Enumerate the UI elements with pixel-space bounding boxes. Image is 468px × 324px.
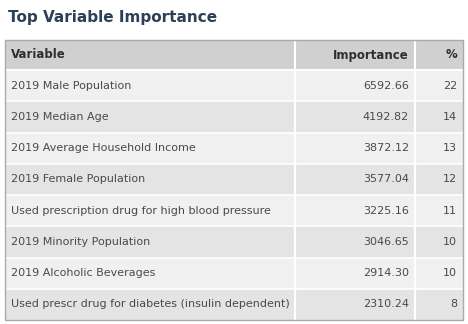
Text: Used prescription drug for high blood pressure: Used prescription drug for high blood pr…: [11, 206, 271, 216]
Text: 2310.24: 2310.24: [363, 299, 409, 309]
Text: Top Variable Importance: Top Variable Importance: [8, 10, 217, 25]
Bar: [5, 289, 463, 320]
Text: 3225.16: 3225.16: [363, 206, 409, 216]
Text: 11: 11: [443, 206, 457, 216]
Text: Used prescr drug for diabetes (insulin dependent): Used prescr drug for diabetes (insulin d…: [11, 299, 290, 309]
Bar: [5, 40, 463, 70]
Bar: [5, 226, 463, 258]
Text: 13: 13: [443, 143, 457, 153]
Text: 2019 Alcoholic Beverages: 2019 Alcoholic Beverages: [11, 268, 155, 278]
Text: 2019 Median Age: 2019 Median Age: [11, 112, 109, 122]
Text: 2019 Female Population: 2019 Female Population: [11, 174, 145, 184]
Bar: [5, 133, 463, 164]
Text: 10: 10: [443, 237, 457, 247]
Text: 10: 10: [443, 268, 457, 278]
Text: 3577.04: 3577.04: [363, 174, 409, 184]
Bar: [5, 70, 463, 101]
Text: 14: 14: [443, 112, 457, 122]
Bar: [5, 101, 463, 133]
Text: 3046.65: 3046.65: [363, 237, 409, 247]
Text: 3872.12: 3872.12: [363, 143, 409, 153]
Text: Variable: Variable: [11, 49, 66, 62]
Text: 2019 Male Population: 2019 Male Population: [11, 81, 132, 91]
Text: Importance: Importance: [333, 49, 409, 62]
Bar: [5, 40, 463, 320]
Text: 2019 Minority Population: 2019 Minority Population: [11, 237, 150, 247]
Text: %: %: [445, 49, 457, 62]
Bar: [5, 195, 463, 226]
Text: 2914.30: 2914.30: [363, 268, 409, 278]
Text: 22: 22: [443, 81, 457, 91]
Text: 4192.82: 4192.82: [363, 112, 409, 122]
Bar: [5, 258, 463, 289]
Text: 12: 12: [443, 174, 457, 184]
Text: 6592.66: 6592.66: [363, 81, 409, 91]
Text: 8: 8: [450, 299, 457, 309]
Bar: [5, 164, 463, 195]
Text: 2019 Average Household Income: 2019 Average Household Income: [11, 143, 196, 153]
